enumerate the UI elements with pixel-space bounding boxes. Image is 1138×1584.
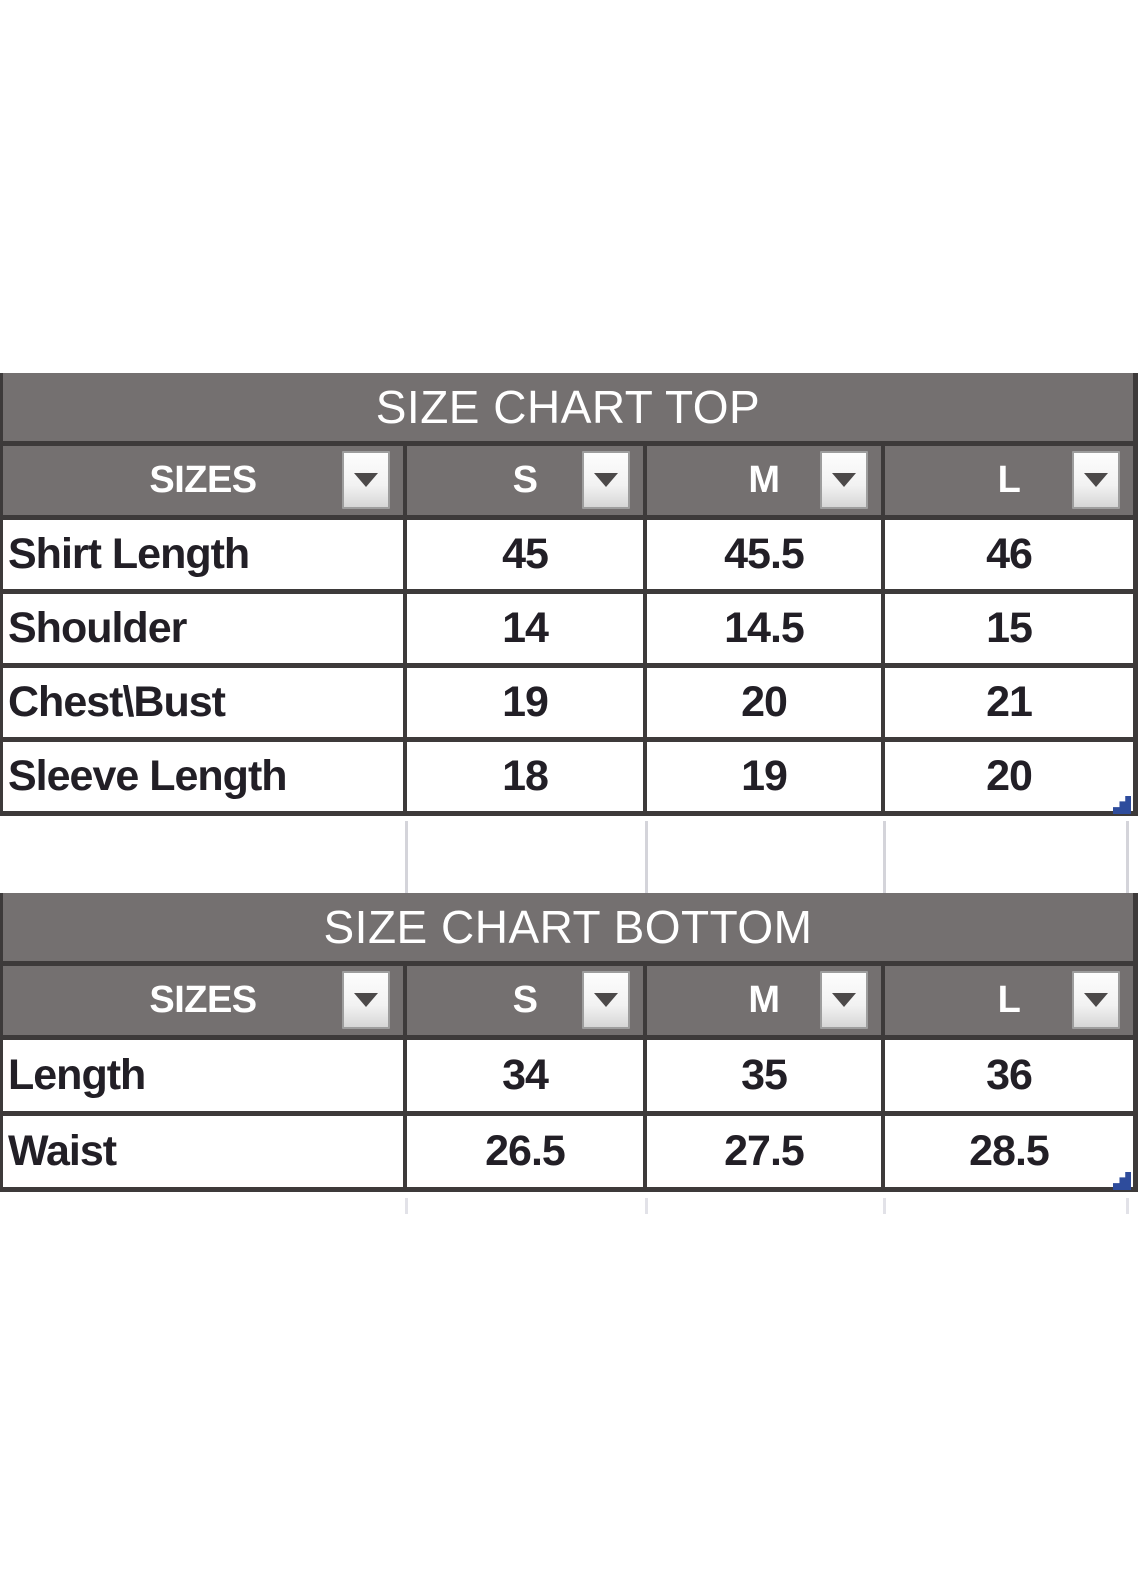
- row-label: Shoulder: [3, 594, 407, 663]
- cell-value: 15: [986, 604, 1033, 652]
- gridline: [645, 1198, 648, 1214]
- cell-value: 26.5: [407, 1116, 647, 1187]
- table-row: Sleeve Length 18 19 20: [3, 742, 1133, 816]
- column-header-m: M: [647, 446, 885, 515]
- cell-value: 21: [986, 678, 1033, 726]
- chevron-down-icon: [354, 993, 378, 1007]
- cell-value: 19: [647, 742, 885, 811]
- cell-value: 18: [407, 742, 647, 811]
- column-header-m: M: [647, 966, 885, 1035]
- gridline: [1126, 1198, 1129, 1214]
- table-title-bar: SIZE CHART BOTTOM: [3, 893, 1133, 966]
- column-header-sizes: SIZES: [3, 446, 407, 515]
- chevron-down-icon: [354, 473, 378, 487]
- cell-value: 19: [407, 668, 647, 737]
- column-header-label: M: [748, 459, 780, 501]
- column-header-sizes: SIZES: [3, 966, 407, 1035]
- column-header-label: L: [997, 459, 1021, 501]
- cell-value: 46: [986, 530, 1033, 578]
- column-header-label: L: [997, 979, 1021, 1021]
- filter-dropdown-button[interactable]: [342, 451, 390, 509]
- spreadsheet-gridlines: [0, 1198, 1138, 1214]
- column-header-label: M: [748, 979, 780, 1021]
- chevron-down-icon: [1084, 473, 1108, 487]
- cell-value: 35: [647, 1040, 885, 1111]
- filter-dropdown-button[interactable]: [820, 971, 868, 1029]
- chevron-down-icon: [594, 993, 618, 1007]
- row-label: Length: [3, 1040, 407, 1111]
- cell-value: 27.5: [647, 1116, 885, 1187]
- row-label: Waist: [3, 1116, 407, 1187]
- table-row: Waist 26.5 27.5 28.5: [3, 1116, 1133, 1192]
- size-chart-top-table: SIZE CHART TOP SIZES S M: [0, 373, 1138, 816]
- filter-dropdown-button[interactable]: [820, 451, 868, 509]
- column-header-label: S: [512, 979, 538, 1021]
- chevron-down-icon: [832, 473, 856, 487]
- row-label: Sleeve Length: [3, 742, 407, 811]
- cell-value: 45.5: [647, 520, 885, 589]
- column-header-s: S: [407, 966, 647, 1035]
- filter-dropdown-button[interactable]: [1072, 451, 1120, 509]
- size-chart-bottom-table: SIZE CHART BOTTOM SIZES S M: [0, 893, 1138, 1192]
- gridline: [883, 1198, 886, 1214]
- row-label: Chest\Bust: [3, 668, 407, 737]
- table-title: SIZE CHART BOTTOM: [323, 901, 813, 953]
- table-header-row: SIZES S M L: [3, 966, 1133, 1040]
- cell-value: 14: [407, 594, 647, 663]
- chevron-down-icon: [832, 993, 856, 1007]
- cell-value: 20: [647, 668, 885, 737]
- chevron-down-icon: [1084, 993, 1108, 1007]
- row-label: Shirt Length: [3, 520, 407, 589]
- column-header-label: SIZES: [149, 459, 257, 501]
- cell-value: 34: [407, 1040, 647, 1111]
- cell-value: 36: [986, 1051, 1033, 1099]
- column-header-label: S: [512, 459, 538, 501]
- gridline: [883, 821, 886, 893]
- table-header-row: SIZES S M L: [3, 446, 1133, 520]
- table-title-bar: SIZE CHART TOP: [3, 373, 1133, 446]
- gridline: [405, 1198, 408, 1214]
- table-title: SIZE CHART TOP: [375, 381, 761, 433]
- table-row: Shoulder 14 14.5 15: [3, 594, 1133, 668]
- spreadsheet-gridlines: [0, 821, 1138, 893]
- filter-dropdown-button[interactable]: [582, 971, 630, 1029]
- gridline: [645, 821, 648, 893]
- table-row: Chest\Bust 19 20 21: [3, 668, 1133, 742]
- cell-value: 28.5: [969, 1127, 1050, 1175]
- gridline: [1126, 821, 1129, 893]
- table-row: Shirt Length 45 45.5 46: [3, 520, 1133, 594]
- gridline: [405, 821, 408, 893]
- chevron-down-icon: [594, 473, 618, 487]
- cell-value: 45: [407, 520, 647, 589]
- column-header-s: S: [407, 446, 647, 515]
- filter-dropdown-button[interactable]: [582, 451, 630, 509]
- filter-dropdown-button[interactable]: [342, 971, 390, 1029]
- table-row: Length 34 35 36: [3, 1040, 1133, 1116]
- column-header-label: SIZES: [149, 979, 257, 1021]
- cell-value: 20: [986, 752, 1033, 800]
- filter-dropdown-button[interactable]: [1072, 971, 1120, 1029]
- column-header-l: L: [885, 446, 1133, 515]
- column-header-l: L: [885, 966, 1133, 1035]
- cell-value: 14.5: [647, 594, 885, 663]
